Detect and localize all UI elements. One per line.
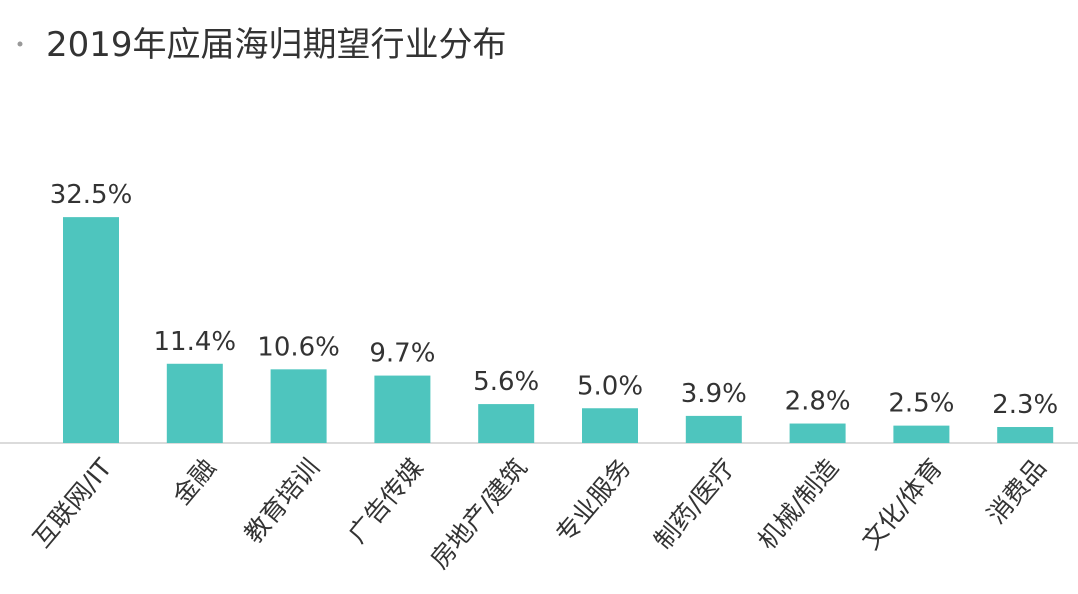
bar <box>374 375 431 443</box>
bar <box>582 408 638 443</box>
x-tick-label: 专业服务 <box>550 453 637 548</box>
value-label: 3.9% <box>681 379 747 409</box>
value-label: 2.3% <box>992 390 1058 420</box>
value-label: 5.0% <box>577 371 643 401</box>
x-tick-label: 机械/制造 <box>752 453 844 555</box>
bar <box>789 423 846 443</box>
x-tick-label: 房地产/建筑 <box>425 453 533 574</box>
bar <box>685 415 742 443</box>
value-label: 9.7% <box>369 339 435 369</box>
x-tick-label: 金融 <box>167 453 221 510</box>
value-label: 2.8% <box>785 387 851 417</box>
x-tick-label: 互联网/IT <box>27 453 118 553</box>
x-tick-label: 广告传媒 <box>342 453 429 548</box>
value-label: 2.5% <box>888 389 954 419</box>
value-label: 11.4% <box>153 327 236 357</box>
bar <box>166 363 223 443</box>
bar <box>893 425 950 443</box>
bar <box>270 369 327 443</box>
x-tick-label: 文化/体育 <box>856 453 948 555</box>
bar <box>63 217 119 443</box>
bar <box>478 404 535 443</box>
x-tick-label: 教育培训 <box>239 453 326 548</box>
chart-title: 2019年应届海归期望行业分布 <box>46 25 507 65</box>
bar <box>997 427 1054 443</box>
value-label: 10.6% <box>257 332 340 362</box>
x-tick-label: 制药/医疗 <box>648 453 740 555</box>
x-tick-label: 消费品 <box>981 453 1051 529</box>
value-label: 32.5% <box>50 180 133 210</box>
title-bullet <box>17 41 23 47</box>
value-label: 5.6% <box>473 367 539 397</box>
